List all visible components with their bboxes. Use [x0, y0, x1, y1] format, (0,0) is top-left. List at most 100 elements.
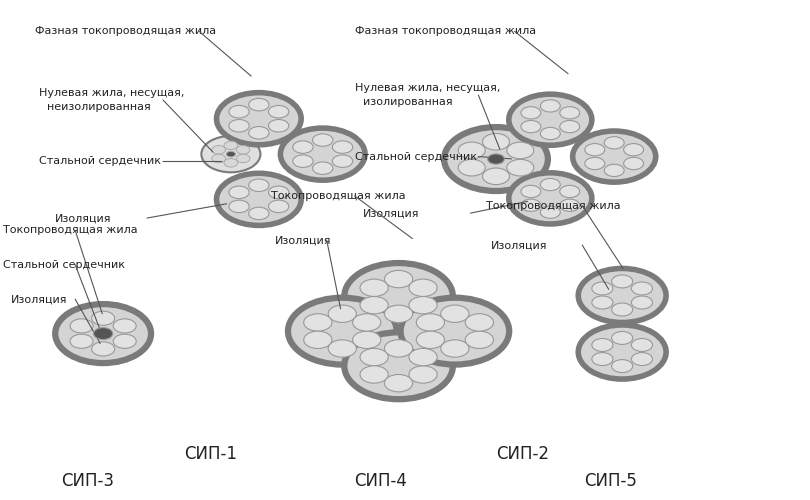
Circle shape	[212, 154, 226, 162]
Circle shape	[560, 186, 580, 198]
Circle shape	[229, 106, 249, 118]
Circle shape	[573, 131, 656, 182]
Circle shape	[444, 127, 548, 191]
Circle shape	[352, 314, 381, 331]
Circle shape	[93, 328, 113, 340]
Circle shape	[540, 128, 561, 140]
Circle shape	[592, 282, 613, 295]
Circle shape	[280, 128, 365, 180]
Circle shape	[507, 142, 534, 158]
Circle shape	[229, 200, 249, 212]
Circle shape	[578, 268, 666, 322]
Text: Токопроводящая жила: Токопроводящая жила	[487, 200, 621, 211]
Circle shape	[360, 348, 388, 366]
Circle shape	[507, 160, 534, 176]
Circle shape	[560, 199, 580, 211]
Text: Токопроводящая жила: Токопроводящая жила	[3, 226, 138, 235]
Circle shape	[344, 332, 453, 399]
Circle shape	[332, 155, 352, 168]
Circle shape	[488, 154, 505, 164]
Circle shape	[224, 158, 238, 167]
Circle shape	[268, 120, 289, 132]
Circle shape	[560, 106, 580, 119]
Circle shape	[385, 374, 413, 392]
Circle shape	[521, 199, 541, 211]
Circle shape	[483, 168, 509, 184]
Circle shape	[237, 154, 250, 162]
Circle shape	[612, 360, 633, 372]
Circle shape	[441, 305, 469, 322]
Circle shape	[237, 146, 250, 154]
Circle shape	[578, 325, 666, 379]
Text: Изоляция: Изоляция	[490, 240, 547, 250]
Circle shape	[521, 186, 541, 198]
Circle shape	[560, 120, 580, 132]
Circle shape	[416, 331, 445, 348]
Circle shape	[409, 279, 437, 296]
Circle shape	[592, 338, 613, 351]
Circle shape	[441, 340, 469, 357]
Text: Изоляция: Изоляция	[275, 235, 331, 245]
Circle shape	[612, 303, 633, 316]
Circle shape	[409, 366, 437, 383]
Text: изолированная: изолированная	[363, 98, 452, 108]
Text: неизолированная: неизолированная	[47, 102, 151, 113]
Circle shape	[70, 319, 93, 333]
Circle shape	[360, 279, 388, 296]
Circle shape	[465, 331, 493, 348]
Circle shape	[70, 334, 93, 348]
Circle shape	[632, 352, 653, 366]
Text: Стальной сердечник: Стальной сердечник	[3, 260, 126, 270]
Circle shape	[458, 160, 485, 176]
Circle shape	[604, 136, 625, 149]
Circle shape	[229, 186, 249, 198]
Circle shape	[212, 146, 226, 154]
Text: Изоляция: Изоляция	[11, 294, 68, 304]
Circle shape	[585, 144, 605, 156]
Text: СИП-5: СИП-5	[584, 472, 637, 490]
Circle shape	[216, 174, 301, 226]
Circle shape	[313, 162, 333, 174]
Circle shape	[216, 92, 301, 145]
Text: Токопроводящая жила: Токопроводящая жила	[271, 191, 406, 201]
Circle shape	[229, 120, 249, 132]
Circle shape	[352, 331, 381, 348]
Text: СИП-1: СИП-1	[185, 445, 237, 463]
Circle shape	[540, 100, 561, 112]
Circle shape	[360, 366, 388, 383]
Circle shape	[604, 164, 625, 176]
Circle shape	[313, 134, 333, 146]
Circle shape	[458, 142, 485, 158]
Text: Нулевая жила, несущая,: Нулевая жила, несущая,	[355, 82, 500, 93]
Circle shape	[409, 296, 437, 314]
Circle shape	[624, 158, 644, 170]
Circle shape	[632, 338, 653, 351]
Circle shape	[268, 106, 289, 118]
Circle shape	[202, 136, 261, 172]
Text: Стальной сердечник: Стальной сердечник	[355, 152, 476, 162]
Circle shape	[509, 173, 592, 224]
Circle shape	[509, 94, 592, 146]
Text: СИП-2: СИП-2	[496, 445, 549, 463]
Text: Нулевая жила, несущая,: Нулевая жила, несущая,	[39, 88, 185, 98]
Circle shape	[612, 275, 633, 288]
Circle shape	[113, 334, 136, 348]
Circle shape	[268, 200, 289, 212]
Text: СИП-3: СИП-3	[61, 472, 113, 490]
Text: Изоляция: Изоляция	[363, 208, 419, 218]
Text: Стальной сердечник: Стальной сердечник	[39, 156, 161, 166]
Circle shape	[268, 186, 289, 198]
Circle shape	[360, 296, 388, 314]
Circle shape	[249, 179, 269, 192]
Circle shape	[385, 270, 413, 288]
Circle shape	[592, 352, 613, 366]
Circle shape	[332, 141, 352, 154]
Circle shape	[483, 134, 509, 150]
Circle shape	[592, 296, 613, 309]
Circle shape	[226, 152, 236, 157]
Circle shape	[540, 178, 561, 190]
Text: СИП-4: СИП-4	[355, 472, 407, 490]
Circle shape	[249, 207, 269, 220]
Circle shape	[521, 120, 541, 132]
Circle shape	[292, 141, 313, 154]
